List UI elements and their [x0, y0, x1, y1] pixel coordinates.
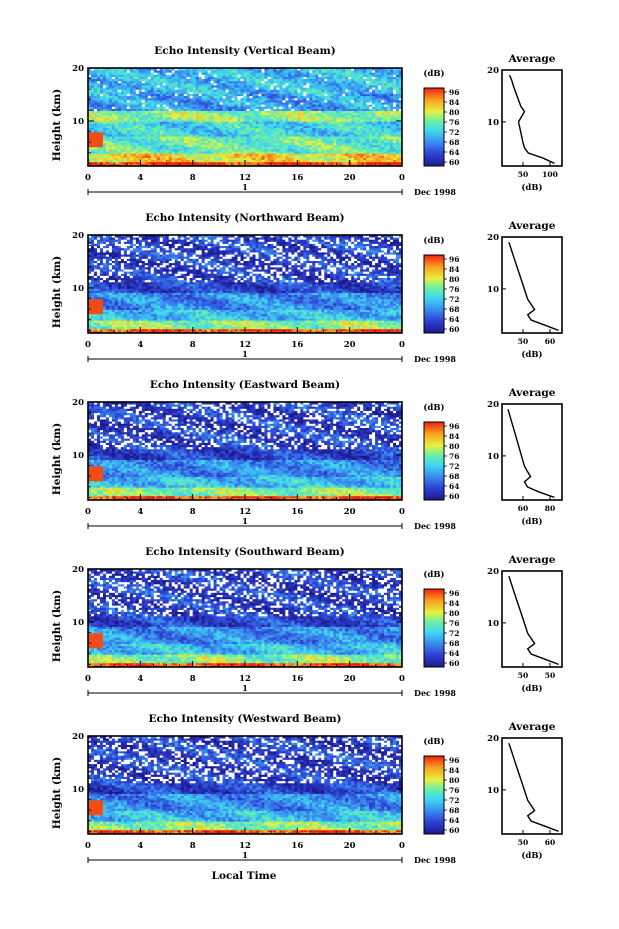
x-tick-label: 20: [344, 173, 356, 183]
average-title: Average: [508, 53, 556, 65]
colorbar-tick-label: 76: [449, 118, 459, 127]
date-label: Dec 1998: [414, 187, 456, 197]
y-tick-label: 20: [72, 64, 84, 74]
heatmap: [88, 68, 402, 166]
chart-title: Echo Intensity (Vertical Beam): [154, 45, 335, 57]
average-y-tick-label: 10: [487, 118, 499, 128]
chart-panel-1: Echo Intensity (Vertical Beam)2010Height…: [51, 45, 562, 197]
x-tick-label: 0: [85, 173, 91, 183]
colorbar-tick-label: 60: [449, 158, 459, 167]
average-line: [510, 75, 555, 163]
colorbar-tick-label: 80: [449, 108, 459, 117]
average-profile: Average 20 10 50 100(dB): [487, 53, 562, 193]
x-tick-label: 0: [399, 173, 405, 183]
average-x-tick-label: 100: [542, 170, 558, 179]
heatmap: [88, 235, 402, 333]
average-y-tick-label: 20: [487, 66, 499, 76]
chart-title: Echo Intensity (Northward Beam): [145, 212, 344, 224]
x-tick-label: 8: [190, 173, 196, 183]
colorbar-tick-label: 68: [449, 138, 459, 147]
average-x-tick-label: 50: [518, 170, 528, 179]
x-tick-label: 4: [137, 173, 143, 183]
colorbar-tick-label: 72: [449, 128, 459, 137]
colorbar-tick-label: 64: [449, 148, 459, 157]
colorbar: (dB) 9684807672686460: [423, 68, 459, 167]
colorbar-ramp: [424, 88, 444, 166]
y-axis-label: Height (km): [51, 89, 63, 161]
day-label: 1: [242, 182, 248, 192]
y-tick-label: 10: [72, 117, 84, 127]
average-frame: [502, 70, 562, 166]
chart-panel-2: Echo Intensity (Northward Beam)2010Heigh…: [51, 212, 562, 364]
colorbar-tick-label: 84: [449, 98, 459, 107]
x-tick-label: 16: [291, 173, 303, 183]
colorbar-unit: (dB): [423, 68, 444, 79]
colorbar-tick-label: 96: [449, 88, 459, 97]
average-x-label: (dB): [521, 182, 542, 193]
